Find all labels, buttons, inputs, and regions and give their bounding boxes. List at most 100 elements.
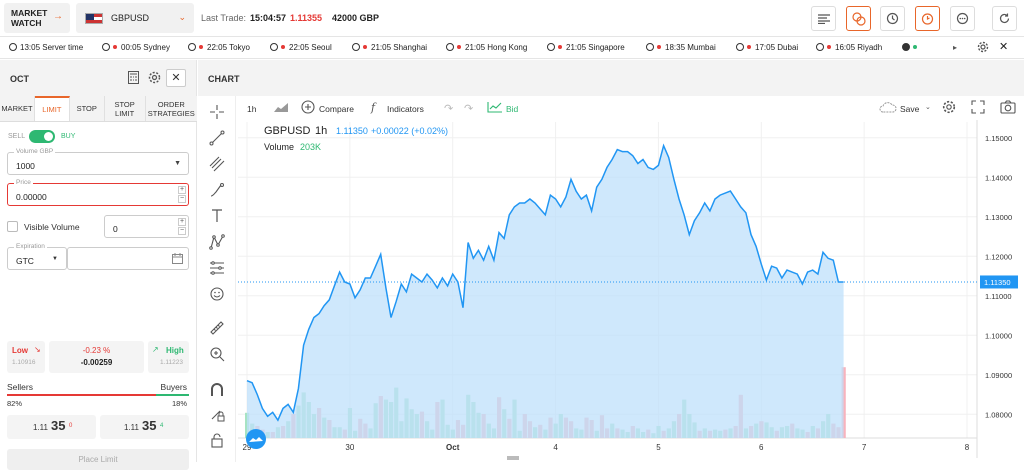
symbol-selector[interactable]: GBPUSD ⌄ (76, 3, 194, 33)
volume-field[interactable]: Volume GBP 1000 ▼ (7, 148, 189, 175)
dropdown-arrow-icon: ▼ (174, 160, 181, 167)
timer-icon[interactable] (915, 6, 940, 31)
order-book-icon[interactable] (811, 6, 836, 31)
camera-icon[interactable] (1000, 100, 1016, 116)
buy-price-button[interactable]: 1.11 35 4 (100, 415, 189, 439)
tab-limit[interactable]: LIMIT (34, 96, 70, 121)
history-icon[interactable] (880, 6, 905, 31)
volume-field-label: Volume GBP (14, 148, 56, 155)
redo-icon[interactable]: ↷ (464, 103, 474, 115)
ruler-icon[interactable] (209, 320, 225, 336)
chart-toolbar: 1h Compare f Indicators ↷ ↷ Bid Save ⌄ (238, 98, 1024, 120)
chart-type-area-icon[interactable] (273, 101, 289, 115)
x-tick-label: 8 (965, 443, 970, 452)
sell-buy-toggle[interactable] (29, 130, 55, 143)
lock-icon[interactable] (209, 432, 225, 448)
chart-settings-icon[interactable] (942, 100, 956, 116)
text-tool-icon[interactable] (209, 208, 225, 224)
market-closed-dot (558, 45, 562, 49)
tab-stop[interactable]: STOP (70, 96, 105, 121)
clock-icon (102, 43, 110, 51)
last-trade-time: 15:04:57 (250, 13, 287, 23)
indicators-fx-icon[interactable]: f (371, 101, 376, 114)
world-clock-item: 21:05 Shanghai (352, 43, 427, 52)
volume-bar (841, 367, 846, 438)
clock-icon (547, 43, 555, 51)
fib-levels-icon[interactable] (209, 260, 225, 276)
world-clock-item: 21:05 Hong Kong (446, 43, 527, 52)
visible-volume-input[interactable]: 0 + − (104, 215, 189, 238)
clock-icon (736, 43, 744, 51)
low-box: Low ↘ 1.10916 (7, 341, 45, 373)
price-value: 0.00000 (16, 192, 47, 202)
increment-icon[interactable]: + (178, 186, 186, 194)
x-tick-label: Oct (446, 443, 460, 452)
currency-exchange-icon[interactable] (846, 6, 871, 31)
world-clock-item: 21:05 Singapore (547, 43, 625, 52)
last-trade-label: Last Trade: (201, 13, 247, 23)
tab-order-strategies[interactable]: ORDER STRATEGIES (147, 99, 195, 118)
market-closed-dot (199, 45, 203, 49)
ask-small-digit: 4 (160, 423, 164, 429)
close-icon[interactable]: ✕ (999, 41, 1009, 53)
indicators-button[interactable]: Indicators (387, 104, 424, 114)
increment-icon[interactable]: + (178, 218, 186, 226)
settings-gear-icon[interactable] (977, 41, 989, 55)
expiration-select[interactable]: Expiration GTC ▼ (7, 243, 67, 270)
sell-price-button[interactable]: 1.11 35 0 (7, 415, 96, 439)
decrement-icon[interactable]: − (178, 227, 186, 235)
crosshair-icon[interactable] (209, 104, 225, 120)
world-clock-item: 22:05 Tokyo (188, 43, 250, 52)
tab-stop-limit[interactable]: STOP LIMIT (105, 96, 146, 121)
bid-toggle[interactable]: Bid (506, 104, 519, 114)
expiration-date-field[interactable] (67, 247, 189, 270)
price-field[interactable]: Price 0.00000 + − (7, 179, 189, 206)
world-clock-bar: 13:05 Server time 00:05 Sydney 22:05 Tok… (0, 37, 1024, 59)
last-price-tag-text: 1.11350 (984, 278, 1011, 287)
chat-icon[interactable] (950, 6, 975, 31)
toggle-knob (44, 132, 53, 141)
lock-drawings-icon[interactable] (209, 406, 225, 422)
market-watch-button[interactable]: MARKET WATCH → (4, 3, 70, 33)
undo-icon[interactable]: ↷ (444, 103, 454, 115)
x-tick-label: 30 (345, 443, 354, 452)
change-absolute: -0.00259 (80, 358, 113, 367)
zoom-in-icon[interactable] (209, 346, 225, 362)
refresh-icon[interactable] (992, 6, 1017, 31)
channel-icon[interactable] (209, 156, 225, 172)
interval-selector[interactable]: 1h (247, 104, 257, 114)
calendar-icon[interactable] (172, 253, 183, 266)
drawing-toolbar (198, 96, 236, 462)
chevron-down-icon[interactable]: ⌄ (925, 104, 931, 111)
place-limit-button[interactable]: Place Limit (7, 449, 189, 470)
decrement-icon[interactable]: − (178, 195, 186, 203)
brush-icon[interactable] (209, 182, 225, 198)
close-icon[interactable]: ✕ (166, 69, 186, 87)
pattern-icon[interactable] (209, 234, 225, 250)
resize-handle[interactable] (506, 456, 520, 460)
compare-button[interactable]: Compare (319, 104, 354, 114)
market-open-dot (913, 45, 917, 49)
last-price-tag (980, 275, 1018, 289)
sentiment-bar (7, 394, 189, 396)
settings-icon[interactable] (148, 71, 161, 86)
visible-volume-checkbox[interactable] (7, 221, 18, 232)
trend-line-icon[interactable] (209, 130, 225, 146)
cloud-save-icon[interactable] (879, 101, 897, 115)
bid-line-icon[interactable] (487, 101, 503, 115)
tab-market[interactable]: MARKET (0, 96, 35, 121)
price-chart[interactable]: 1.15000 1.14000 1.13000 1.12000 1.11000 1.100… (198, 120, 1024, 462)
fullscreen-icon[interactable] (971, 100, 985, 116)
scroll-right-icon[interactable]: ▸ (953, 43, 958, 52)
world-clock-item: 00:05 Sydney (102, 43, 170, 52)
order-panel-header: OCT ✕ (0, 60, 196, 96)
magnet-icon[interactable] (209, 382, 225, 398)
price-line (246, 143, 844, 422)
chart-panel-title: CHART (208, 74, 240, 84)
market-closed-dot (827, 45, 831, 49)
calculator-icon[interactable] (128, 71, 139, 86)
save-button[interactable]: Save (900, 104, 920, 114)
compare-plus-icon[interactable] (301, 100, 315, 116)
market-closed-dot (281, 45, 285, 49)
emoji-icon[interactable] (209, 286, 225, 302)
